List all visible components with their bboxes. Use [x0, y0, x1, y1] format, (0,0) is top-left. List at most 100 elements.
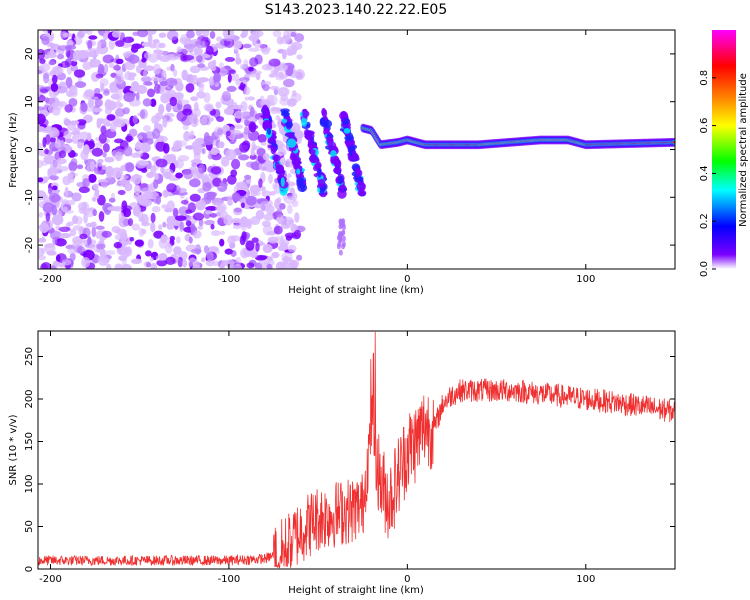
- heatmap-cell: [235, 57, 242, 65]
- heatmap-cell: [189, 178, 201, 188]
- heatmap-cell: [215, 205, 226, 212]
- heatmap-cell: [38, 69, 43, 75]
- heatmap-cell: [286, 204, 293, 215]
- heatmap-cell: [91, 226, 97, 238]
- heatmap-cell: [151, 206, 161, 213]
- heatmap-x-ticks: -200 -100 0 100: [39, 30, 595, 285]
- heatmap-cell: [197, 225, 204, 230]
- snr-y-tick-label: 0: [24, 566, 35, 572]
- heatmap-cell: [174, 159, 184, 169]
- heatmap-cell: [268, 173, 273, 184]
- heatmap-cell: [111, 226, 121, 233]
- heatmap-cell: [203, 132, 210, 143]
- heatmap-cell: [259, 43, 268, 53]
- heatmap-cell: [42, 137, 47, 148]
- heatmap-cell: [188, 236, 193, 244]
- heatmap-cell: [104, 99, 113, 110]
- heatmap-cell: [248, 47, 260, 52]
- heatmap-cell: [115, 58, 124, 65]
- heatmap-cell: [104, 250, 116, 256]
- heatmap-cell: [158, 32, 167, 38]
- heatmap-cell: [127, 54, 140, 64]
- heatmap-cell: [48, 192, 60, 203]
- heatmap-cell: [201, 173, 210, 183]
- heatmap-cell: [98, 162, 103, 168]
- heatmap-cell: [63, 130, 72, 140]
- heatmap-cell: [47, 125, 53, 131]
- heatmap-cell: [138, 135, 144, 140]
- heatmap-cell: [175, 172, 183, 179]
- heatmap-cell: [228, 105, 234, 116]
- heatmap-x-tick-label: 0: [404, 274, 410, 285]
- heatmap-cell: [342, 117, 350, 126]
- heatmap-cell: [73, 127, 81, 133]
- heatmap-cell: [50, 160, 62, 172]
- heatmap-cell: [192, 264, 201, 269]
- heatmap-cell: [109, 121, 117, 133]
- heatmap-cell: [302, 108, 309, 119]
- heatmap-cell: [224, 57, 236, 62]
- heatmap-cell: [130, 152, 141, 158]
- heatmap-cell: [39, 222, 50, 234]
- heatmap-cell: [208, 76, 215, 86]
- heatmap-cell: [100, 125, 107, 135]
- heatmap-cell: [220, 230, 226, 236]
- heatmap-cell: [171, 146, 177, 153]
- heatmap-cell: [122, 208, 132, 218]
- heatmap-cell: [129, 87, 140, 92]
- colorbar-tick-label: 0.4: [699, 165, 710, 181]
- heatmap-cell: [282, 216, 294, 227]
- heatmap-cell: [122, 107, 130, 115]
- heatmap-cell: [196, 55, 203, 63]
- heatmap-cell: [102, 54, 114, 64]
- heatmap-cell: [296, 54, 303, 60]
- heatmap-cell: [73, 69, 86, 78]
- heatmap-cell: [321, 108, 328, 118]
- heatmap-cell: [273, 225, 283, 235]
- heatmap-cell: [40, 160, 49, 166]
- heatmap-cell: [184, 41, 197, 52]
- heatmap-cell: [245, 240, 255, 251]
- snr-series-line: [38, 331, 675, 569]
- heatmap-cell: [88, 35, 98, 40]
- heatmap-cell: [150, 262, 157, 269]
- heatmap-cell: [231, 158, 241, 170]
- heatmap-cell: [96, 243, 106, 250]
- heatmap-cell: [67, 172, 79, 177]
- heatmap-cell: [38, 125, 46, 133]
- heatmap-cell: [210, 65, 217, 72]
- heatmap-cell: [195, 77, 206, 84]
- heatmap-cell: [104, 30, 109, 34]
- heatmap-cell: [344, 135, 355, 142]
- heatmap-cell: [48, 60, 56, 66]
- heatmap-cell: [216, 36, 223, 42]
- heatmap-cell: [207, 153, 213, 160]
- heatmap-cell: [294, 33, 305, 43]
- heatmap-cell: [113, 205, 124, 212]
- heatmap-cell: [239, 142, 250, 153]
- heatmap-cell: [244, 119, 250, 127]
- heatmap-cells: [38, 30, 675, 269]
- heatmap-cell: [73, 120, 80, 126]
- heatmap-cell: [177, 99, 190, 105]
- heatmap-cell: [113, 64, 121, 71]
- heatmap-cell: [251, 237, 259, 243]
- heatmap-cell: [280, 111, 290, 117]
- heatmap-cell: [276, 164, 283, 170]
- heatmap-cell: [218, 181, 229, 187]
- heatmap-cell: [54, 238, 67, 247]
- heatmap-cell: [267, 236, 279, 244]
- heatmap-cell: [199, 53, 211, 59]
- snr-y-ticks: 0 50 100 150 200 250: [24, 347, 675, 572]
- heatmap-cell: [289, 259, 300, 268]
- heatmap-cell: [242, 43, 252, 49]
- heatmap-cell: [62, 32, 73, 38]
- heatmap-cell: [198, 164, 206, 174]
- heatmap-cell: [52, 185, 58, 191]
- heatmap-cell: [76, 164, 84, 170]
- heatmap-cell: [82, 61, 92, 71]
- heatmap-cell: [286, 138, 297, 148]
- heatmap-cell: [166, 221, 175, 230]
- heatmap-cell: [182, 168, 194, 180]
- heatmap-cell: [672, 141, 675, 144]
